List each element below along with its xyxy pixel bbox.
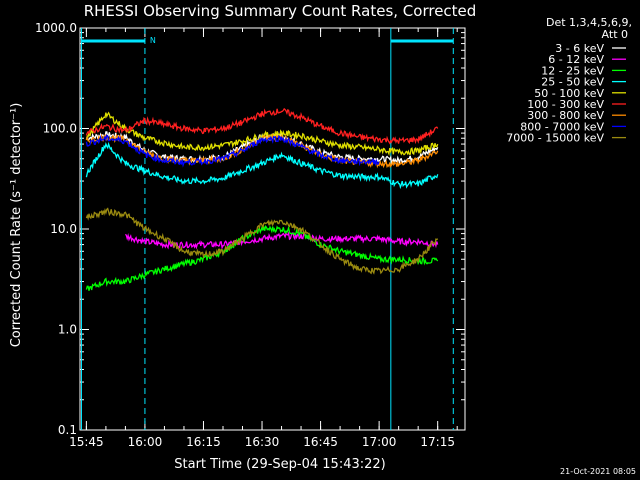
y-tick-label: 10.0 <box>50 222 77 236</box>
x-tick-label: 16:00 <box>128 435 163 449</box>
y-tick-label: 0.1 <box>58 423 77 437</box>
series-line-3 <box>85 141 439 190</box>
legend-label: 25 - 50 keV <box>541 76 604 89</box>
legend-label: 3 - 6 keV <box>555 42 604 55</box>
legend-label: 7000 - 15000 keV <box>506 132 604 145</box>
legend-label: 50 - 100 keV <box>534 87 604 100</box>
x-axis-label: Start Time (29-Sep-04 15:43:22) <box>174 457 385 472</box>
series-group <box>85 107 439 291</box>
footer-timestamp: 21-Oct-2021 08:05 <box>560 467 636 476</box>
legend-header-line2: Att 0 <box>602 28 628 41</box>
y-axis-label: Corrected Count Rate (s⁻¹ detector⁻¹) <box>9 103 24 348</box>
chart-title: RHESSI Observing Summary Count Rates, Co… <box>84 2 477 20</box>
series-line-4 <box>85 111 439 157</box>
series-line-7 <box>85 134 380 168</box>
series-line-2 <box>85 224 439 291</box>
legend-label: 12 - 25 keV <box>541 64 604 77</box>
flag-label: N <box>150 36 156 45</box>
x-tick-label: 16:15 <box>186 435 221 449</box>
legend-label: 6 - 12 keV <box>548 53 604 66</box>
series-line-8 <box>85 207 439 275</box>
legend-label: 100 - 300 keV <box>527 98 604 111</box>
x-tick-label: 16:45 <box>303 435 338 449</box>
legend-label: 800 - 7000 keV <box>520 120 604 133</box>
x-tick-label: 16:30 <box>245 435 280 449</box>
y-tick-label: 1000.0 <box>35 21 77 35</box>
y-tick-label: 100.0 <box>43 122 77 136</box>
x-tick-label: 15:45 <box>69 435 104 449</box>
x-tick-label: 17:15 <box>420 435 455 449</box>
series-line-5 <box>85 107 439 145</box>
y-tick-label: 1.0 <box>58 323 77 337</box>
legend-header-line1: Det 1,3,4,5,6,9, <box>546 16 632 29</box>
x-tick-label: 17:00 <box>362 435 397 449</box>
legend-label: 300 - 800 keV <box>527 109 604 122</box>
tick-labels: 0.1 1.0 10.0 100.0 1000.0 15:45 16:00 16:15 16:3… <box>35 21 455 449</box>
